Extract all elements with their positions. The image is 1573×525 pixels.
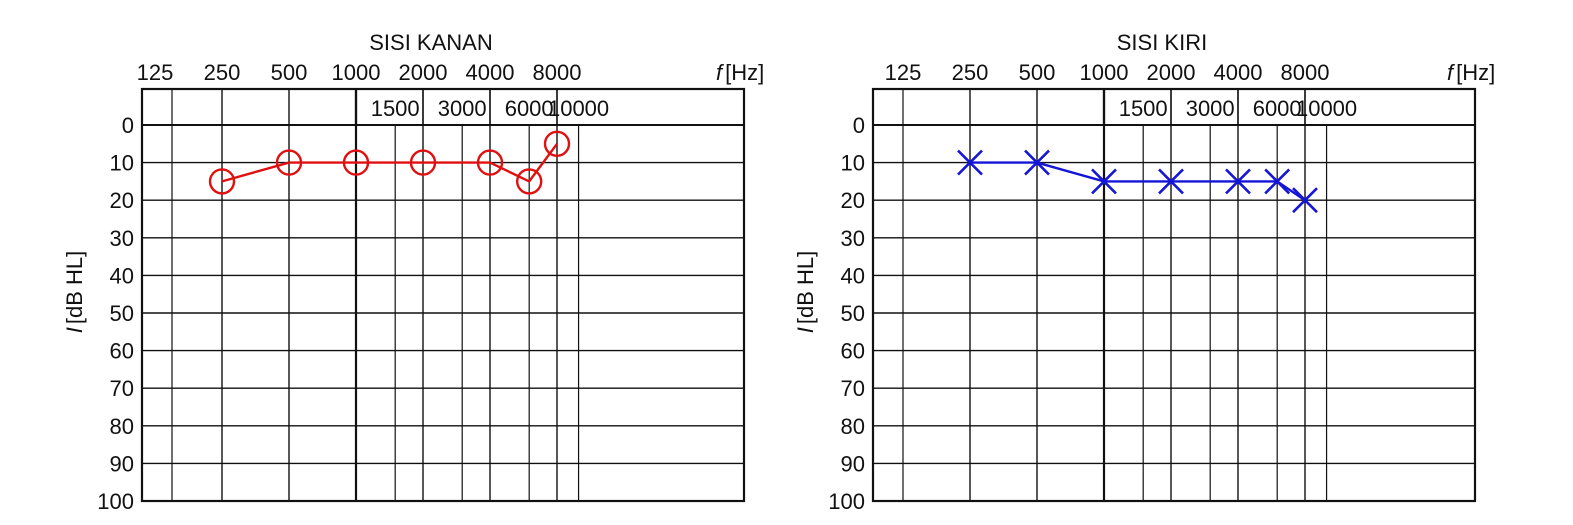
x-tick-label-inner: 1500 <box>1119 96 1168 121</box>
y-axis-unit: [dB HL] <box>793 251 818 324</box>
y-tick-label: 100 <box>97 489 134 514</box>
y-tick-label: 100 <box>828 489 865 514</box>
x-tick-label: 2000 <box>1147 60 1196 85</box>
y-tick-label: 0 <box>853 113 865 138</box>
x-tick-label: 500 <box>1019 60 1056 85</box>
x-tick-label: 4000 <box>1214 60 1263 85</box>
y-tick-label: 50 <box>841 301 865 326</box>
y-axis-label: I [dB HL] <box>62 251 87 334</box>
data-point-circle <box>476 149 504 176</box>
y-tick-label: 50 <box>110 301 134 326</box>
x-tick-label: 1000 <box>1080 60 1129 85</box>
y-tick-label: 40 <box>841 263 865 288</box>
series-line <box>970 161 1306 202</box>
x-axis-label: f [Hz] <box>716 60 764 85</box>
cross-stroke <box>1091 168 1117 195</box>
data-point-cross <box>1264 168 1291 195</box>
x-tick-label-inner: 3000 <box>1186 96 1235 121</box>
x-tick-label: 500 <box>271 60 308 85</box>
y-axis-unit: [dB HL] <box>62 251 87 324</box>
data-point-circle <box>543 130 571 158</box>
y-tick-label: 60 <box>110 339 134 364</box>
y-tick-label: 90 <box>110 451 134 476</box>
y-tick-label: 80 <box>841 414 865 439</box>
y-tick-label: 90 <box>841 451 865 476</box>
cross-stroke <box>1158 168 1184 195</box>
data-point-cross <box>957 149 983 176</box>
y-tick-label: 10 <box>841 151 865 176</box>
data-point-cross <box>1225 168 1251 195</box>
y-tick-label: 10 <box>110 151 134 176</box>
x-tick-label: 125 <box>137 60 174 85</box>
x-axis-symbol: f <box>716 60 725 85</box>
plot-frame <box>140 87 746 503</box>
x-tick-label: 8000 <box>1281 60 1330 85</box>
x-tick-label: 4000 <box>466 60 515 85</box>
x-tick-label: 250 <box>204 60 241 85</box>
series-line <box>221 143 558 183</box>
data-point-cross <box>1158 168 1184 195</box>
y-axis-symbol: I <box>62 327 87 333</box>
cross-stroke <box>1225 168 1251 195</box>
chart-title: SISI KANAN <box>369 30 492 55</box>
y-tick-label: 30 <box>110 226 134 251</box>
y-tick-label: 60 <box>841 339 865 364</box>
plot-frame <box>871 87 1477 503</box>
y-axis-label: I [dB HL] <box>793 251 818 334</box>
x-tick-label: 8000 <box>533 60 582 85</box>
data-point-cross <box>1292 187 1318 214</box>
x-tick-label-inner: 1500 <box>371 96 420 121</box>
x-axis-symbol: f <box>1447 60 1456 85</box>
y-tick-label: 30 <box>841 226 865 251</box>
x-axis-unit: [Hz] <box>725 60 764 85</box>
x-tick-label-inner: 6000 <box>505 96 554 121</box>
x-tick-label-inner: 6000 <box>1253 96 1302 121</box>
y-tick-label: 70 <box>110 376 134 401</box>
cross-stroke <box>1024 149 1050 176</box>
data-point-circle <box>342 149 370 176</box>
y-tick-label: 40 <box>110 263 134 288</box>
y-axis-symbol: I <box>793 327 818 333</box>
y-tick-label: 80 <box>110 414 134 439</box>
x-tick-label: 1000 <box>332 60 381 85</box>
y-tick-label: 20 <box>110 188 134 213</box>
chart-title: SISI KIRI <box>1117 30 1207 55</box>
y-tick-label: 0 <box>122 113 134 138</box>
data-point-circle <box>515 168 543 195</box>
x-tick-label: 2000 <box>399 60 448 85</box>
data-point-circle <box>409 149 437 176</box>
x-tick-label-inner: 10000 <box>1296 96 1357 121</box>
cross-stroke <box>957 149 983 176</box>
x-tick-label-inner: 3000 <box>438 96 487 121</box>
cross-stroke <box>1264 168 1291 195</box>
x-axis-label: f [Hz] <box>1447 60 1495 85</box>
data-point-circle <box>275 149 303 176</box>
y-tick-label: 20 <box>841 188 865 213</box>
data-point-circle <box>208 168 236 195</box>
data-point-cross <box>1091 168 1117 195</box>
x-tick-label: 125 <box>885 60 922 85</box>
x-tick-label: 250 <box>952 60 989 85</box>
cross-stroke <box>1292 187 1318 214</box>
x-axis-unit: [Hz] <box>1456 60 1495 85</box>
x-tick-label-inner: 10000 <box>548 96 609 121</box>
data-point-cross <box>1024 149 1050 176</box>
y-tick-label: 70 <box>841 376 865 401</box>
